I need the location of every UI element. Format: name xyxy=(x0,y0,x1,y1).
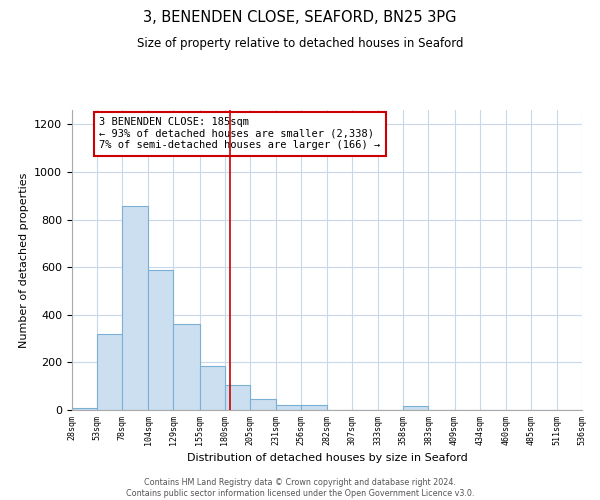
Bar xyxy=(173,324,199,410)
Bar xyxy=(72,408,97,410)
Bar xyxy=(97,334,122,410)
Bar xyxy=(301,405,327,410)
Y-axis label: Number of detached properties: Number of detached properties xyxy=(19,172,29,348)
Bar xyxy=(250,400,276,410)
Bar xyxy=(276,405,301,410)
Bar xyxy=(148,270,173,410)
Bar xyxy=(199,366,224,410)
Text: Size of property relative to detached houses in Seaford: Size of property relative to detached ho… xyxy=(137,38,463,51)
Bar xyxy=(224,385,250,410)
X-axis label: Distribution of detached houses by size in Seaford: Distribution of detached houses by size … xyxy=(187,453,467,463)
Bar xyxy=(403,406,428,410)
Text: 3 BENENDEN CLOSE: 185sqm
← 93% of detached houses are smaller (2,338)
7% of semi: 3 BENENDEN CLOSE: 185sqm ← 93% of detach… xyxy=(99,117,380,150)
Bar xyxy=(122,206,148,410)
Text: 3, BENENDEN CLOSE, SEAFORD, BN25 3PG: 3, BENENDEN CLOSE, SEAFORD, BN25 3PG xyxy=(143,10,457,25)
Text: Contains HM Land Registry data © Crown copyright and database right 2024.
Contai: Contains HM Land Registry data © Crown c… xyxy=(126,478,474,498)
